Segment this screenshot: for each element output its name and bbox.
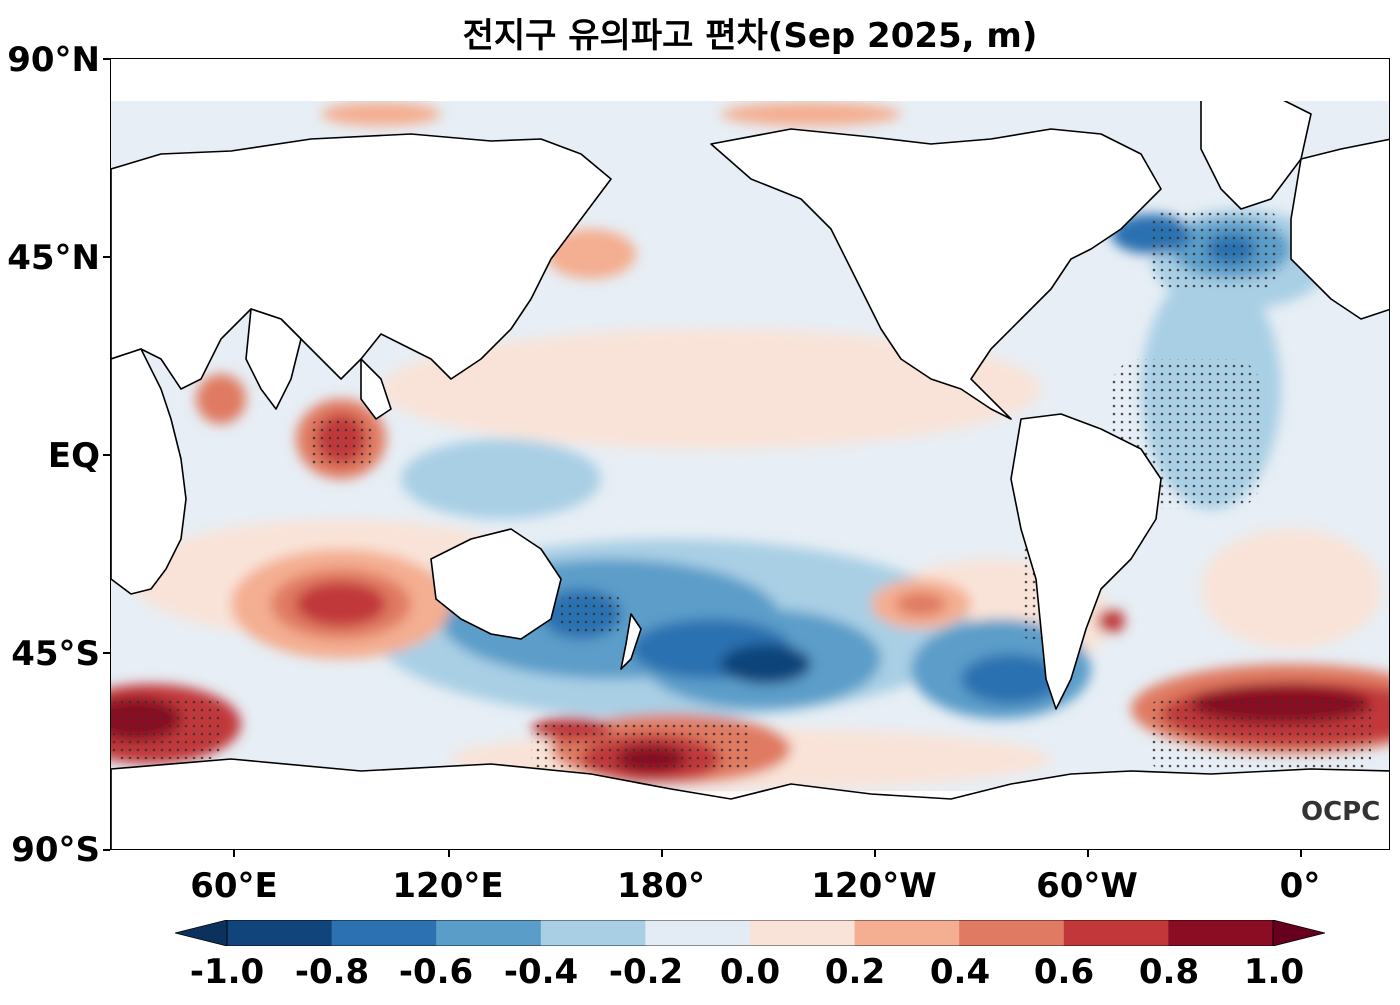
colorbar-label: 0.0 [719, 952, 781, 992]
colorbar-extend-low [175, 920, 228, 946]
x-tick [1087, 850, 1089, 857]
colorbar-label: 0.2 [824, 952, 886, 992]
colorbar-segment [750, 920, 856, 946]
colorbar-segment [1168, 920, 1274, 946]
x-tick [448, 850, 450, 857]
x-tick [874, 850, 876, 857]
land-north-america [710, 128, 1162, 420]
land-africa [111, 348, 187, 595]
land-antarctica [111, 758, 1389, 849]
x-tick-label: 60°E [190, 866, 278, 906]
colorbar-segment [540, 920, 646, 946]
x-tick [233, 850, 235, 857]
colorbar-label: -0.2 [608, 952, 684, 992]
land-se-asia [360, 358, 392, 420]
colorbar-label: -0.6 [398, 952, 474, 992]
x-tick [661, 850, 663, 857]
map-canvas [111, 59, 1389, 849]
colorbar-label: -0.4 [503, 952, 579, 992]
x-tick-label: 120°E [392, 866, 504, 906]
land-eurasia [111, 133, 612, 390]
colorbar-segment [331, 920, 437, 946]
north-polar-mask [111, 59, 1389, 101]
map-title: 전지구 유의파고 편차(Sep 2025, m) [462, 16, 1038, 56]
land-india [245, 308, 302, 410]
colorbar-label: 0.4 [929, 952, 991, 992]
colorbar-label: -0.8 [294, 952, 370, 992]
y-tick [103, 454, 110, 456]
x-tick-label: 0° [1279, 866, 1321, 906]
colorbar-segment [227, 920, 333, 946]
colorbar-label: 0.8 [1138, 952, 1200, 992]
colorbar-segment [645, 920, 751, 946]
colorbar-label: 1.0 [1243, 952, 1305, 992]
y-tick-label: 45°N [7, 238, 100, 278]
y-tick [103, 256, 110, 258]
map-frame: OCPC [110, 58, 1390, 850]
y-tick-label: EQ [47, 436, 100, 476]
colorbar-segment [436, 920, 542, 946]
y-tick-label: 90°N [7, 40, 100, 80]
y-tick-label: 90°S [11, 830, 100, 870]
colorbar-segment [1063, 920, 1169, 946]
y-tick [103, 652, 110, 654]
colorbar [175, 920, 1325, 946]
land-new-zealand [620, 613, 642, 670]
landmasses [111, 93, 1389, 849]
land-south-america [1010, 413, 1162, 710]
y-tick [103, 58, 110, 60]
colorbar-segment [959, 920, 1065, 946]
x-tick-label: 120°W [811, 866, 937, 906]
colorbar-label: -1.0 [189, 952, 265, 992]
colorbar-extend-high [1272, 920, 1325, 946]
ocpc-logo: OCPC [1301, 797, 1381, 827]
x-tick-label: 60°W [1036, 866, 1138, 906]
x-tick [1300, 850, 1302, 857]
y-tick [103, 849, 110, 851]
colorbar-label: 0.6 [1033, 952, 1095, 992]
colorbar-segment [854, 920, 960, 946]
y-tick-label: 45°S [11, 634, 100, 674]
land-europe [1290, 138, 1389, 320]
land-australia [430, 528, 562, 640]
x-tick-label: 180° [617, 866, 705, 906]
